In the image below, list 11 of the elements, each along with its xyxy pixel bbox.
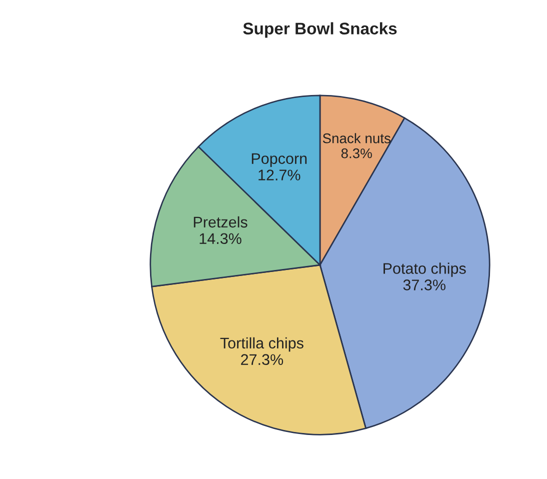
slice-label: Popcorn — [252, 153, 307, 168]
chart-title: Super Bowl Snacks — [243, 22, 397, 38]
data-label: 14.3% — [200, 233, 242, 244]
data-label: 8.3% — [341, 148, 372, 158]
data-label: 37.3% — [403, 280, 446, 290]
data-label: 12.7% — [258, 170, 300, 180]
data-label: 27.3% — [241, 354, 284, 365]
slice-label: Pretzels — [194, 216, 248, 228]
slice-label: Tortilla chips — [220, 337, 304, 352]
slice-label: Potato chips — [384, 262, 466, 277]
slice-label: Snack nuts — [322, 133, 390, 144]
